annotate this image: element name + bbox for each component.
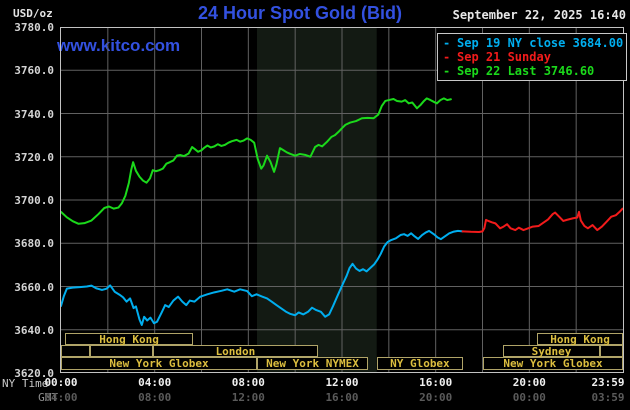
x-tick-gmt: 20:00	[419, 391, 453, 404]
session-ny-globex: NY Globex	[376, 357, 464, 370]
legend-label: Sep 21 Sunday	[457, 50, 551, 64]
chart-datetime: September 22, 2025 16:40	[452, 8, 626, 22]
y-tick-label: 3720.0	[14, 150, 54, 164]
session-new-york-globex: New York Globex	[61, 357, 257, 370]
x-tick-ny: 20:00	[512, 376, 546, 389]
x-tick-gmt: 03:59	[591, 391, 625, 404]
y-tick-label: 3760.0	[14, 64, 54, 78]
legend-dash-icon: -	[443, 50, 451, 64]
x-tick-ny: 23:59	[591, 376, 625, 389]
series-line	[60, 229, 464, 326]
x-tick-gmt: 04:00	[44, 391, 78, 404]
x-axis-name-ny: NY Time	[2, 377, 49, 390]
y-tick-label: 3780.0	[14, 21, 54, 34]
y-tick-label: 3660.0	[14, 280, 54, 294]
session-hong-kong: Hong Kong	[65, 333, 194, 345]
x-axis-name-gmt: GMT	[38, 391, 58, 404]
session-hong-kong: Hong Kong	[537, 333, 623, 345]
y-tick-label: 3680.0	[14, 237, 54, 251]
session-new-york-globex: New York Globex	[483, 357, 623, 370]
chart-title: 24 Hour Spot Gold (Bid)	[198, 3, 402, 23]
session-london: London	[153, 345, 318, 357]
series-line	[60, 97, 452, 225]
session-empty	[90, 345, 153, 357]
x-tick-ny: 04:00	[138, 376, 172, 389]
kitco-watermark: www.kitco.com	[57, 36, 181, 55]
legend-label: Sep 22 Last 3746.60	[457, 64, 595, 78]
plot-frame	[60, 27, 624, 373]
legend-item: - Sep 21 Sunday	[443, 50, 626, 64]
series-line	[461, 207, 624, 234]
y-tick-label: 3700.0	[14, 194, 54, 207]
x-tick-ny: 16:00	[419, 376, 453, 389]
y-axis-unit-label: USD/oz	[13, 7, 53, 20]
legend-dash-icon: -	[443, 64, 451, 78]
legend-dash-icon: -	[443, 36, 451, 50]
y-tick-label: 3640.0	[14, 323, 54, 337]
legend-item: - Sep 19 NY close 3684.00	[443, 36, 626, 50]
y-tick-label: 3740.0	[14, 107, 54, 121]
legend-item: - Sep 22 Last 3746.60	[443, 64, 626, 78]
session-empty	[61, 345, 90, 357]
x-tick-ny: 08:00	[231, 376, 265, 389]
session-new-york-nymex: New York NYMEX	[257, 357, 368, 370]
session-empty	[600, 345, 623, 357]
x-tick-gmt: 12:00	[231, 391, 265, 404]
x-tick-ny: 00:00	[44, 376, 78, 389]
x-tick-gmt: 00:00	[512, 391, 546, 404]
session-sydney: Sydney	[502, 345, 601, 357]
x-tick-ny: 12:00	[325, 376, 359, 389]
x-tick-gmt: 16:00	[325, 391, 359, 404]
plot-area	[60, 27, 624, 377]
y-tick-label: 3620.0	[14, 367, 54, 380]
x-tick-gmt: 08:00	[138, 391, 172, 404]
legend-label: Sep 19 NY close 3684.00	[457, 36, 624, 50]
legend-box: - Sep 19 NY close 3684.00- Sep 21 Sunday - S…	[437, 33, 627, 81]
